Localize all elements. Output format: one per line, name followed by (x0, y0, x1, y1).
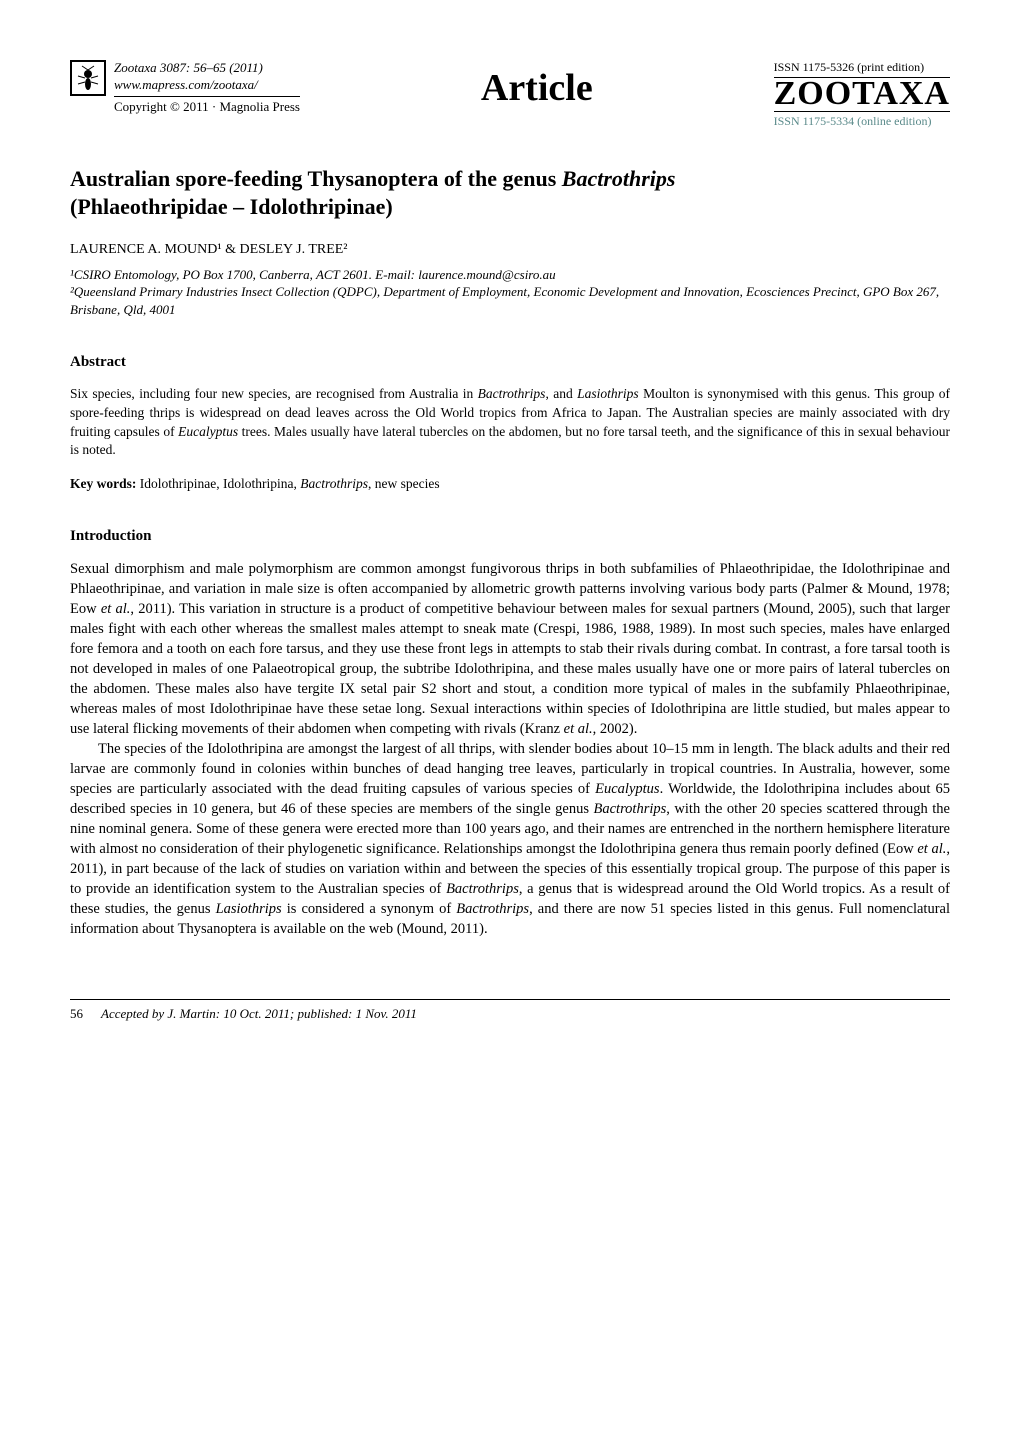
title-pre: Australian spore-feeding Thysanoptera of… (70, 166, 562, 191)
journal-header: Zootaxa 3087: 56–65 (2011) www.mapress.c… (70, 60, 950, 129)
journal-url: www.mapress.com/zootaxa/ (114, 77, 300, 94)
keywords-post: , new species (368, 476, 440, 491)
abstract-genus-3: Eucalyptus (178, 424, 238, 439)
keywords-genus: Bactrothrips (300, 476, 368, 491)
introduction-heading: Introduction (70, 528, 950, 545)
intro-p2-genus4: Lasiothrips (216, 901, 282, 917)
intro-paragraph-2: The species of the Idolothripina are amo… (70, 739, 950, 939)
abstract-heading: Abstract (70, 354, 950, 371)
abstract-genus-1: Bactrothrips (478, 386, 546, 401)
header-right: ISSN 1175-5326 (print edition) ZOOTAXA I… (774, 60, 950, 129)
title-post: (Phlaeothripidae – Idolothripinae) (70, 194, 393, 219)
intro-p1-etal2: et al. (564, 721, 593, 737)
keywords: Key words: Idolothripinae, Idolothripina… (70, 476, 950, 492)
article-type-label: Article (481, 66, 593, 110)
accepted-line: Accepted by J. Martin: 10 Oct. 2011; pub… (101, 1006, 417, 1022)
intro-p2-k: is considered a synonym of (282, 901, 457, 917)
page-footer: 56 Accepted by J. Martin: 10 Oct. 2011; … (70, 999, 950, 1022)
intro-p1-etal1: et al. (101, 601, 131, 617)
article-title: Australian spore-feeding Thysanoptera of… (70, 165, 950, 222)
intro-p2-genus1: Eucalyptus (595, 781, 659, 797)
header-left: Zootaxa 3087: 56–65 (2011) www.mapress.c… (70, 60, 300, 115)
insect-icon (74, 64, 102, 92)
issn-print: ISSN 1175-5326 (print edition) (774, 60, 950, 75)
intro-p2-etal: et al. (917, 841, 946, 857)
journal-info-block: Zootaxa 3087: 56–65 (2011) www.mapress.c… (114, 60, 300, 115)
authors: LAURENCE A. MOUND¹ & DESLEY J. TREE² (70, 242, 950, 258)
intro-p2-genus5: Bactrothrips (456, 901, 529, 917)
abstract-genus-2: Lasiothrips (577, 386, 639, 401)
intro-paragraph-1: Sexual dimorphism and male polymorphism … (70, 559, 950, 739)
intro-p1-e: , 2002). (593, 721, 638, 737)
issn-online: ISSN 1175-5334 (online edition) (774, 114, 950, 129)
abstract-text-2: , and (545, 386, 577, 401)
affiliation-1: ¹CSIRO Entomology, PO Box 1700, Canberra… (70, 266, 950, 284)
affiliation-2: ²Queensland Primary Industries Insect Co… (70, 283, 950, 318)
keywords-pre: Idolothripinae, Idolothripina, (136, 476, 300, 491)
zootaxa-logo: ZOOTAXA (774, 77, 950, 112)
title-genus: Bactrothrips (562, 166, 676, 191)
intro-p2-genus2: Bactrothrips (594, 801, 667, 817)
page-number: 56 (70, 1006, 83, 1022)
journal-logo-icon (70, 60, 106, 96)
intro-p1-c: , 2011). This variation in structure is … (70, 601, 950, 737)
abstract-paragraph: Six species, including four new species,… (70, 385, 950, 460)
copyright-line: Copyright © 2011 · Magnolia Press (114, 96, 300, 115)
journal-citation: Zootaxa 3087: 56–65 (2011) (114, 60, 300, 77)
keywords-label: Key words: (70, 476, 136, 491)
journal-name: Zootaxa 3087: 56–65 (2011) (114, 60, 263, 75)
intro-p2-genus3: Bactrothrips (446, 881, 519, 897)
abstract-text-1: Six species, including four new species,… (70, 386, 478, 401)
